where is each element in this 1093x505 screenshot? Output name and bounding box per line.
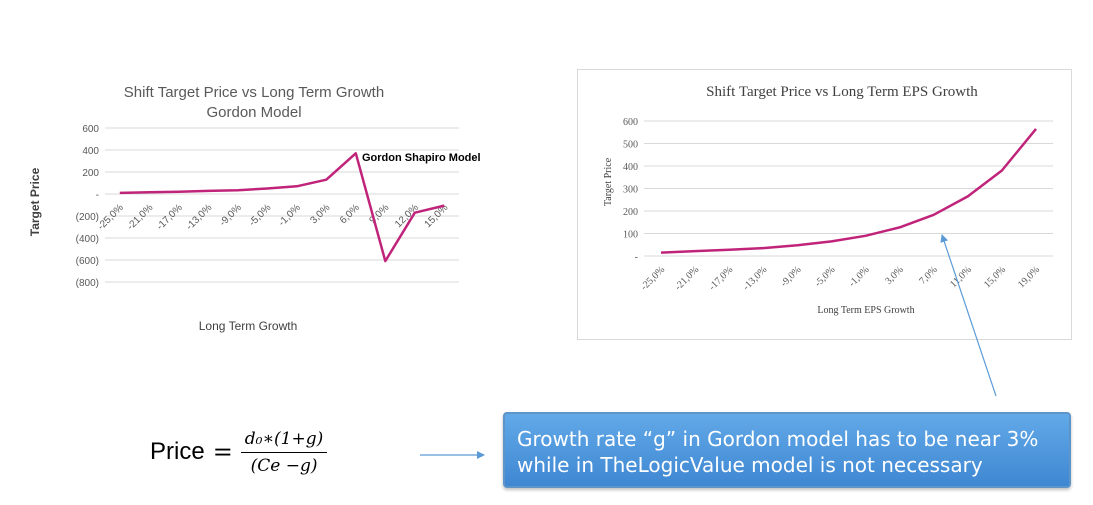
right-chart-frame: Shift Target Price vs Long Term EPS Grow… [577, 69, 1072, 340]
x-tick-label: 6,0% [338, 202, 362, 226]
x-tick-label: 15,0% [982, 264, 1008, 290]
formula-denominator: (Ce −g) [250, 455, 318, 476]
y-tick-label: 400 [82, 146, 99, 157]
x-tick-label: -9,0% [779, 264, 804, 289]
left-chart-x-ticks: -25,0% -21,0% -17,0% -13,0% -9,0% -5,0% -1,0% 3… [96, 202, 451, 232]
x-tick-label: -25,0% [639, 264, 667, 292]
x-tick-label: -1,0% [277, 202, 303, 228]
right-chart: Shift Target Price vs Long Term EPS Grow… [603, 84, 1053, 316]
formula-numerator: d₀∗(1+g) [240, 429, 328, 453]
callout-line-1: Growth rate “g” in Gordon model has to b… [517, 427, 1039, 451]
y-tick-label: (800) [76, 278, 99, 289]
right-chart-grid [644, 120, 1053, 257]
right-chart-ylabel: Target Price [603, 157, 614, 206]
left-chart-ylabel: Target Price [28, 167, 42, 236]
x-tick-label: -21,0% [673, 264, 701, 292]
left-series-line [119, 152, 445, 263]
left-chart-grid [105, 127, 459, 283]
left-chart-title: Shift Target Price vs Long Term Growth [124, 84, 384, 101]
callout-line-2: while in TheLogicValue model is not nece… [517, 453, 983, 477]
formula-fraction: d₀∗(1+g) (Ce −g) [240, 429, 328, 476]
growth-rate-callout: Growth rate “g” in Gordon model has to b… [503, 412, 1071, 488]
x-tick-label: -21,0% [125, 202, 155, 232]
left-series-label: Gordon Shapiro Model [362, 152, 480, 164]
y-tick-label: 600 [623, 117, 638, 128]
x-tick-label: -5,0% [247, 202, 273, 228]
x-tick-label: -13,0% [184, 202, 214, 232]
x-tick-label: 11,0% [948, 264, 974, 290]
y-tick-label: (400) [76, 234, 99, 245]
right-chart-y-ticks: 600 500 400 300 200 100 - [623, 117, 638, 263]
right-chart-title: Shift Target Price vs Long Term EPS Grow… [706, 84, 978, 100]
left-chart-xlabel: Long Term Growth [199, 319, 298, 333]
y-tick-label: (600) [76, 256, 99, 267]
right-series-line [660, 128, 1037, 254]
y-tick-label: - [635, 252, 638, 263]
x-tick-label: 3,0% [308, 202, 332, 226]
y-tick-label: 200 [82, 168, 99, 179]
formula-equals: = [212, 438, 233, 466]
price-formula: Price = d₀∗(1+g) (Ce −g) [150, 422, 328, 482]
y-tick-label: (200) [76, 212, 99, 223]
x-tick-label: -25,0% [96, 202, 126, 232]
x-tick-label: -9,0% [218, 202, 244, 228]
x-tick-label: 7,0% [917, 264, 940, 287]
x-tick-label: 19,0% [1016, 264, 1042, 290]
y-tick-label: 100 [623, 230, 638, 241]
y-tick-label: 200 [623, 207, 638, 218]
x-tick-label: -17,0% [707, 264, 735, 292]
x-tick-label: -17,0% [155, 202, 185, 232]
x-tick-label: -13,0% [741, 264, 769, 292]
left-chart: Shift Target Price vs Long Term Growth G… [28, 84, 480, 333]
y-tick-label: - [96, 190, 99, 201]
left-chart-subtitle: Gordon Model [206, 104, 301, 121]
formula-price-word: Price [150, 438, 205, 465]
left-chart-y-ticks: 600 400 200 - (200) (400) (600) (800) [76, 124, 100, 289]
right-chart-x-ticks: -25,0% -21,0% -17,0% -13,0% -9,0% -5,0% -1,0% 3… [639, 264, 1042, 292]
x-tick-label: -5,0% [813, 264, 838, 289]
right-chart-xlabel: Long Term EPS Growth [817, 305, 914, 316]
y-tick-label: 300 [623, 185, 638, 196]
y-tick-label: 500 [623, 140, 638, 151]
x-tick-label: 3,0% [883, 264, 906, 287]
y-tick-label: 600 [82, 124, 99, 135]
x-tick-label: -1,0% [847, 264, 872, 289]
y-tick-label: 400 [623, 162, 638, 173]
